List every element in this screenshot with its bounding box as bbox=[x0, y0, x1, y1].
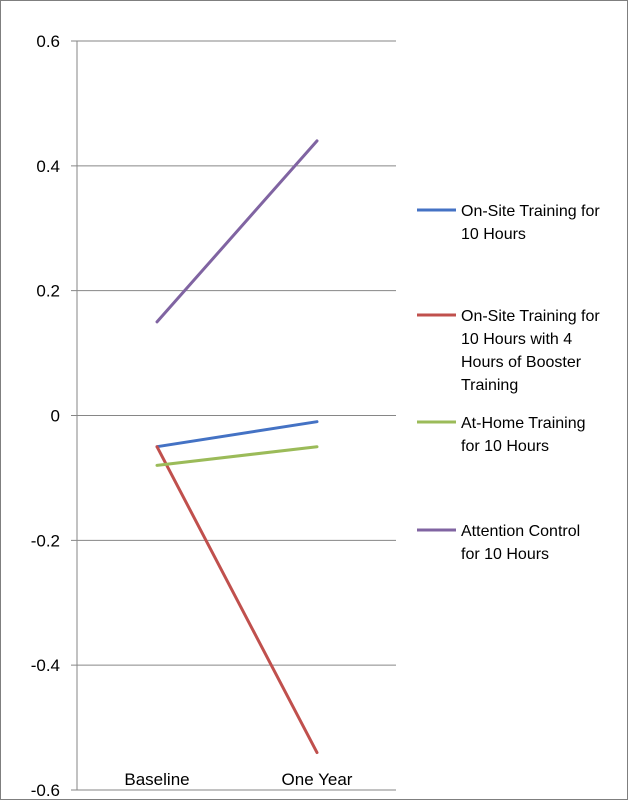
x-axis-category-labels: Baseline One Year bbox=[124, 770, 352, 789]
series-line-4 bbox=[155, 139, 319, 324]
legend-label: Training bbox=[461, 377, 518, 394]
legend-label: Attention Control bbox=[461, 523, 580, 540]
legend-label: for 10 Hours bbox=[461, 438, 549, 455]
y-tick-label: 0 bbox=[51, 407, 60, 426]
y-tick-label: -0.2 bbox=[31, 531, 60, 550]
legend-label: 10 Hours bbox=[461, 226, 526, 243]
legend-label: Hours of Booster bbox=[461, 354, 582, 371]
legend-label: On-Site Training for bbox=[461, 308, 600, 325]
series-line-1 bbox=[155, 420, 319, 449]
legend-label: On-Site Training for bbox=[461, 203, 600, 220]
y-tick-label: -0.4 bbox=[31, 656, 60, 675]
legend-item-4: Attention Control for 10 Hours bbox=[417, 523, 580, 563]
legend-label: At-Home Training bbox=[461, 415, 586, 432]
x-category-label: Baseline bbox=[124, 770, 189, 789]
y-axis-tick-labels: 0.6 0.4 0.2 0 -0.2 -0.4 -0.6 bbox=[31, 32, 60, 800]
series-line-3 bbox=[155, 445, 319, 467]
legend-item-2: On-Site Training for 10 Hours with 4 Hours… bbox=[417, 308, 600, 394]
y-tick-label: -0.6 bbox=[31, 781, 60, 800]
y-tick-label: 0.2 bbox=[36, 282, 60, 301]
y-tick-label: 0.4 bbox=[36, 157, 60, 176]
series-line-2 bbox=[155, 445, 319, 755]
legend-item-1: On-Site Training for 10 Hours bbox=[417, 203, 600, 243]
x-category-label: One Year bbox=[282, 770, 353, 789]
legend-item-3: At-Home Training for 10 Hours bbox=[417, 415, 586, 455]
series-lines bbox=[155, 139, 319, 755]
y-tick-label: 0.6 bbox=[36, 32, 60, 51]
gridlines bbox=[71, 40, 396, 791]
legend-label: for 10 Hours bbox=[461, 546, 549, 563]
legend-label: 10 Hours with 4 bbox=[461, 331, 572, 348]
